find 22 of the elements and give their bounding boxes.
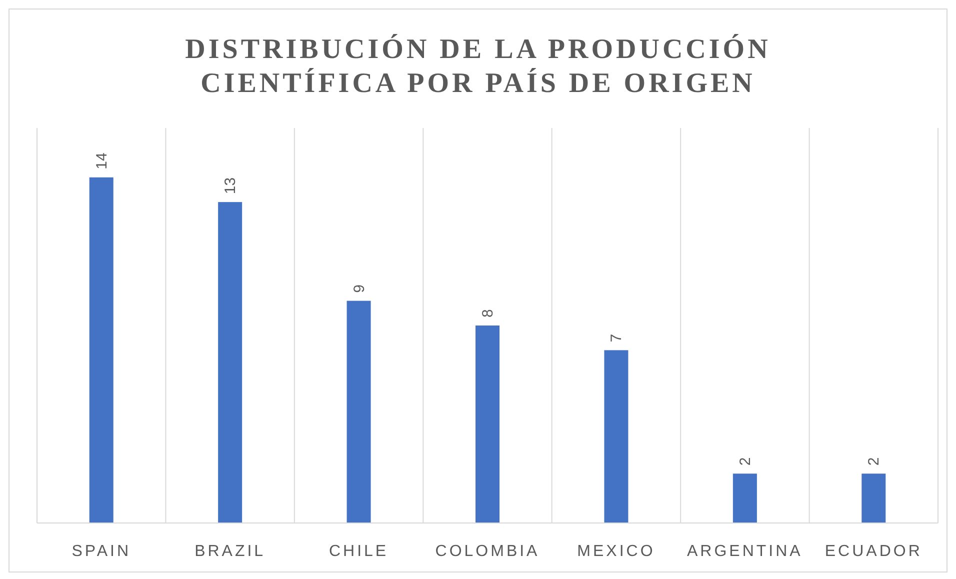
data-label: 8: [480, 309, 496, 318]
bar: [604, 350, 628, 523]
bar: [346, 300, 371, 523]
bar: [862, 474, 886, 523]
data-label: 2: [736, 457, 754, 466]
chart-title: DISTRIBUCIÓN DE LA PRODUCCIÓN CIENTÍFICA POR PAÍS DE ORIGEN: [185, 33, 771, 99]
data-label: 13: [222, 177, 240, 194]
x-tick-label: SPAIN: [72, 543, 132, 560]
x-tick-label: ARGENTINA: [687, 543, 803, 560]
x-tick-label: CHILE: [328, 543, 389, 560]
x-tick-label: BRAZIL: [194, 543, 266, 560]
data-label: 14: [93, 152, 110, 170]
bar: [89, 177, 114, 523]
bar: [732, 474, 757, 523]
x-tick-label: ECUADOR: [824, 543, 922, 560]
x-tick-label: COLOMBIA: [435, 543, 540, 560]
data-label: 2: [866, 457, 883, 466]
data-label: 9: [350, 284, 368, 293]
bar: [476, 326, 500, 523]
data-label: 7: [608, 334, 626, 342]
x-tick-label: MEXICO: [577, 543, 656, 560]
bar: [218, 202, 242, 523]
